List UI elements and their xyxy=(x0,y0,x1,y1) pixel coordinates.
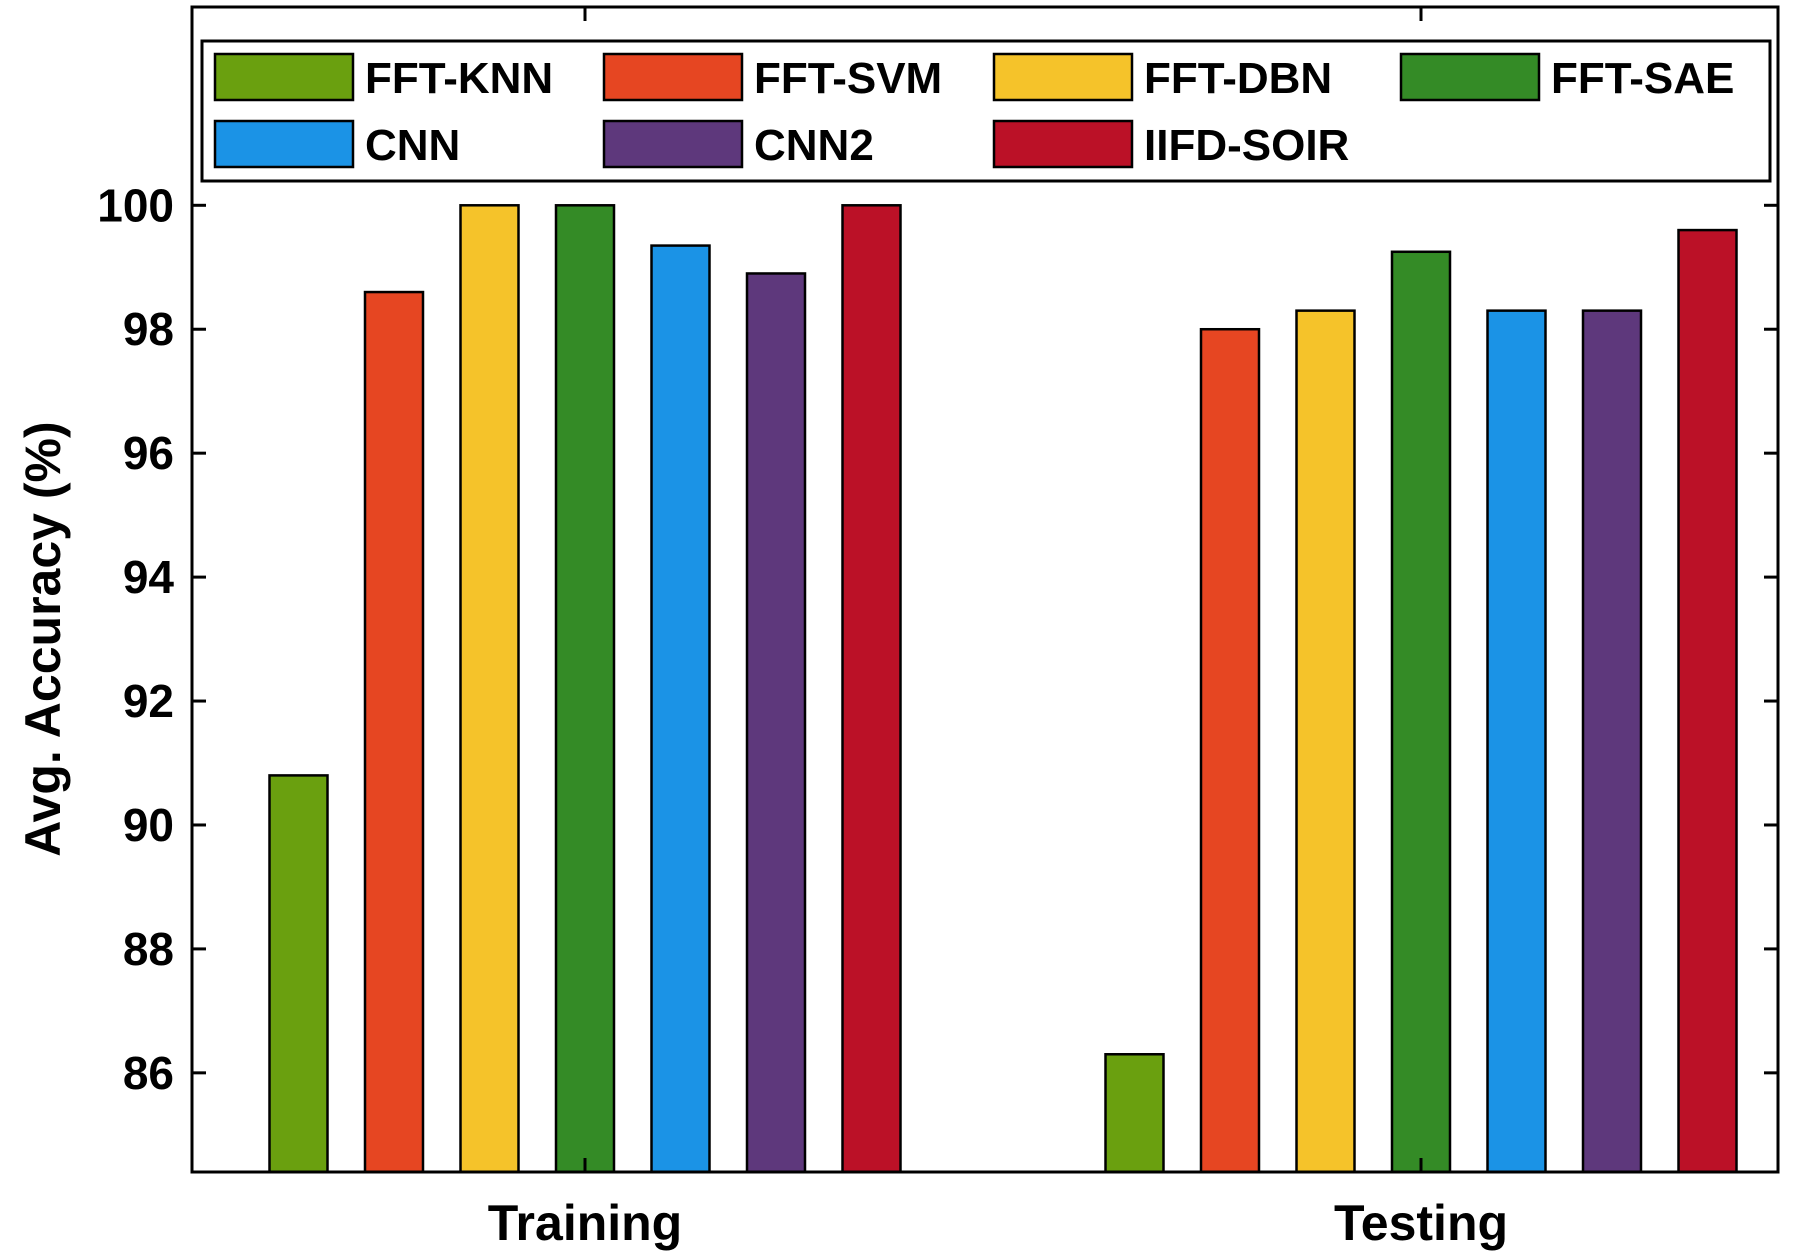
y-tick-label: 94 xyxy=(123,551,175,603)
bar-fft-dbn-testing xyxy=(1295,309,1356,1174)
legend-swatch-cnn2 xyxy=(602,119,744,169)
y-tick-label: 100 xyxy=(97,179,174,231)
legend-label-fft-knn: FFT-KNN xyxy=(365,54,553,103)
bar-cnn-training xyxy=(650,244,711,1174)
legend-swatch-fft-svm xyxy=(602,52,744,102)
x-category-label: Training xyxy=(488,1195,682,1251)
legend: FFT-KNN FFT-SVM FFT-DBN FFT-SAE CNN CNN2 IIFD-… xyxy=(200,39,1772,183)
bar-cnn2-testing xyxy=(1581,309,1643,1174)
bar-fft-knn-training xyxy=(268,774,329,1174)
legend-swatch-iifd-soir xyxy=(992,119,1134,169)
bar-fft-dbn-training xyxy=(459,204,520,1174)
bar-fft-svm-testing xyxy=(1199,327,1261,1174)
legend-label-cnn: CNN xyxy=(365,121,460,170)
y-tick-label: 90 xyxy=(123,799,174,851)
legend-label-fft-svm: FFT-SVM xyxy=(754,54,942,103)
bar-fft-knn-testing xyxy=(1104,1053,1165,1174)
ticks-layer: 86 88 90 92 94 96 98 100 Training Testing xyxy=(97,7,1778,1251)
bar-cnn2-training xyxy=(745,272,807,1174)
legend-label-fft-sae: FFT-SAE xyxy=(1551,54,1734,103)
legend-swatch-fft-sae xyxy=(1399,52,1541,102)
legend-swatch-fft-knn xyxy=(213,52,355,102)
y-tick-label: 96 xyxy=(123,427,174,479)
y-tick-label: 98 xyxy=(123,303,174,355)
plot-frame xyxy=(190,5,1780,1174)
legend-label-iifd-soir: IIFD-SOIR xyxy=(1144,121,1349,170)
legend-label-fft-dbn: FFT-DBN xyxy=(1144,54,1332,103)
bar-fft-sae-training xyxy=(554,204,616,1174)
y-axis-label: Avg. Accuracy (%) xyxy=(15,421,71,856)
legend-swatch-fft-dbn xyxy=(992,52,1134,102)
bar-iifd-soir-training xyxy=(841,204,902,1174)
legend-swatch-cnn xyxy=(213,119,355,169)
y-tick-label: 92 xyxy=(123,675,174,727)
y-tick-label: 88 xyxy=(123,923,174,975)
bars-layer xyxy=(268,204,1738,1174)
bar-iifd-soir-testing xyxy=(1677,228,1738,1174)
legend-label-cnn2: CNN2 xyxy=(754,121,874,170)
bar-fft-sae-testing xyxy=(1390,250,1452,1174)
bar-cnn-testing xyxy=(1486,309,1547,1174)
x-category-label: Testing xyxy=(1334,1195,1508,1251)
y-tick-label: 86 xyxy=(123,1047,174,1099)
bar-fft-svm-training xyxy=(363,290,425,1174)
